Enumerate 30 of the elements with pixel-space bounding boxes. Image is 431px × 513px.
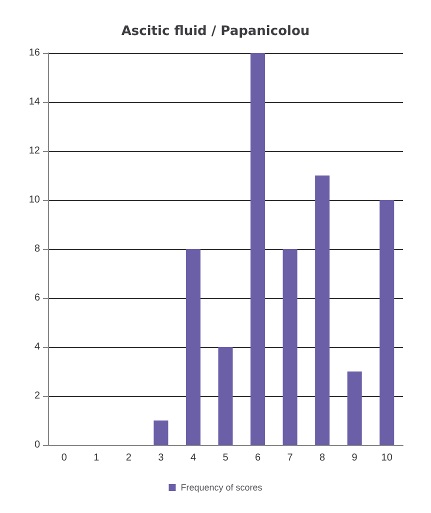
bar <box>315 176 330 445</box>
x-tick-label: 4 <box>190 452 196 464</box>
bar <box>347 372 362 445</box>
x-tick-label: 0 <box>61 452 68 464</box>
x-tick-label: 3 <box>158 452 164 464</box>
bar <box>282 249 298 445</box>
x-tick-label: 5 <box>222 452 229 464</box>
y-tick-label: 8 <box>34 244 40 254</box>
y-tick-label: 10 <box>28 194 40 206</box>
bar <box>250 53 266 445</box>
chart-title: Ascitic fluid / Papanicolou <box>121 24 310 39</box>
x-tick-label: 2 <box>126 452 132 464</box>
bar <box>380 200 394 445</box>
x-tick-label: 10 <box>381 452 393 464</box>
legend-label: Frequency of scores <box>180 482 263 492</box>
x-tick-label: 7 <box>287 452 294 464</box>
y-tick-label: 16 <box>28 48 40 58</box>
x-tick-label: 1 <box>94 452 100 464</box>
y-tick-label: 14 <box>28 96 40 108</box>
bar <box>186 249 200 445</box>
y-tick-label: 2 <box>34 390 40 402</box>
y-tick-label: 6 <box>34 292 40 304</box>
x-tick-label: 8 <box>320 452 326 464</box>
x-tick-label: 6 <box>254 452 261 464</box>
y-tick-label: 0 <box>34 440 40 450</box>
bar <box>154 420 168 445</box>
y-tick-label: 4 <box>34 342 40 352</box>
y-tick-label: 12 <box>28 146 40 156</box>
bar <box>218 347 233 445</box>
x-tick-label: 9 <box>352 452 358 464</box>
